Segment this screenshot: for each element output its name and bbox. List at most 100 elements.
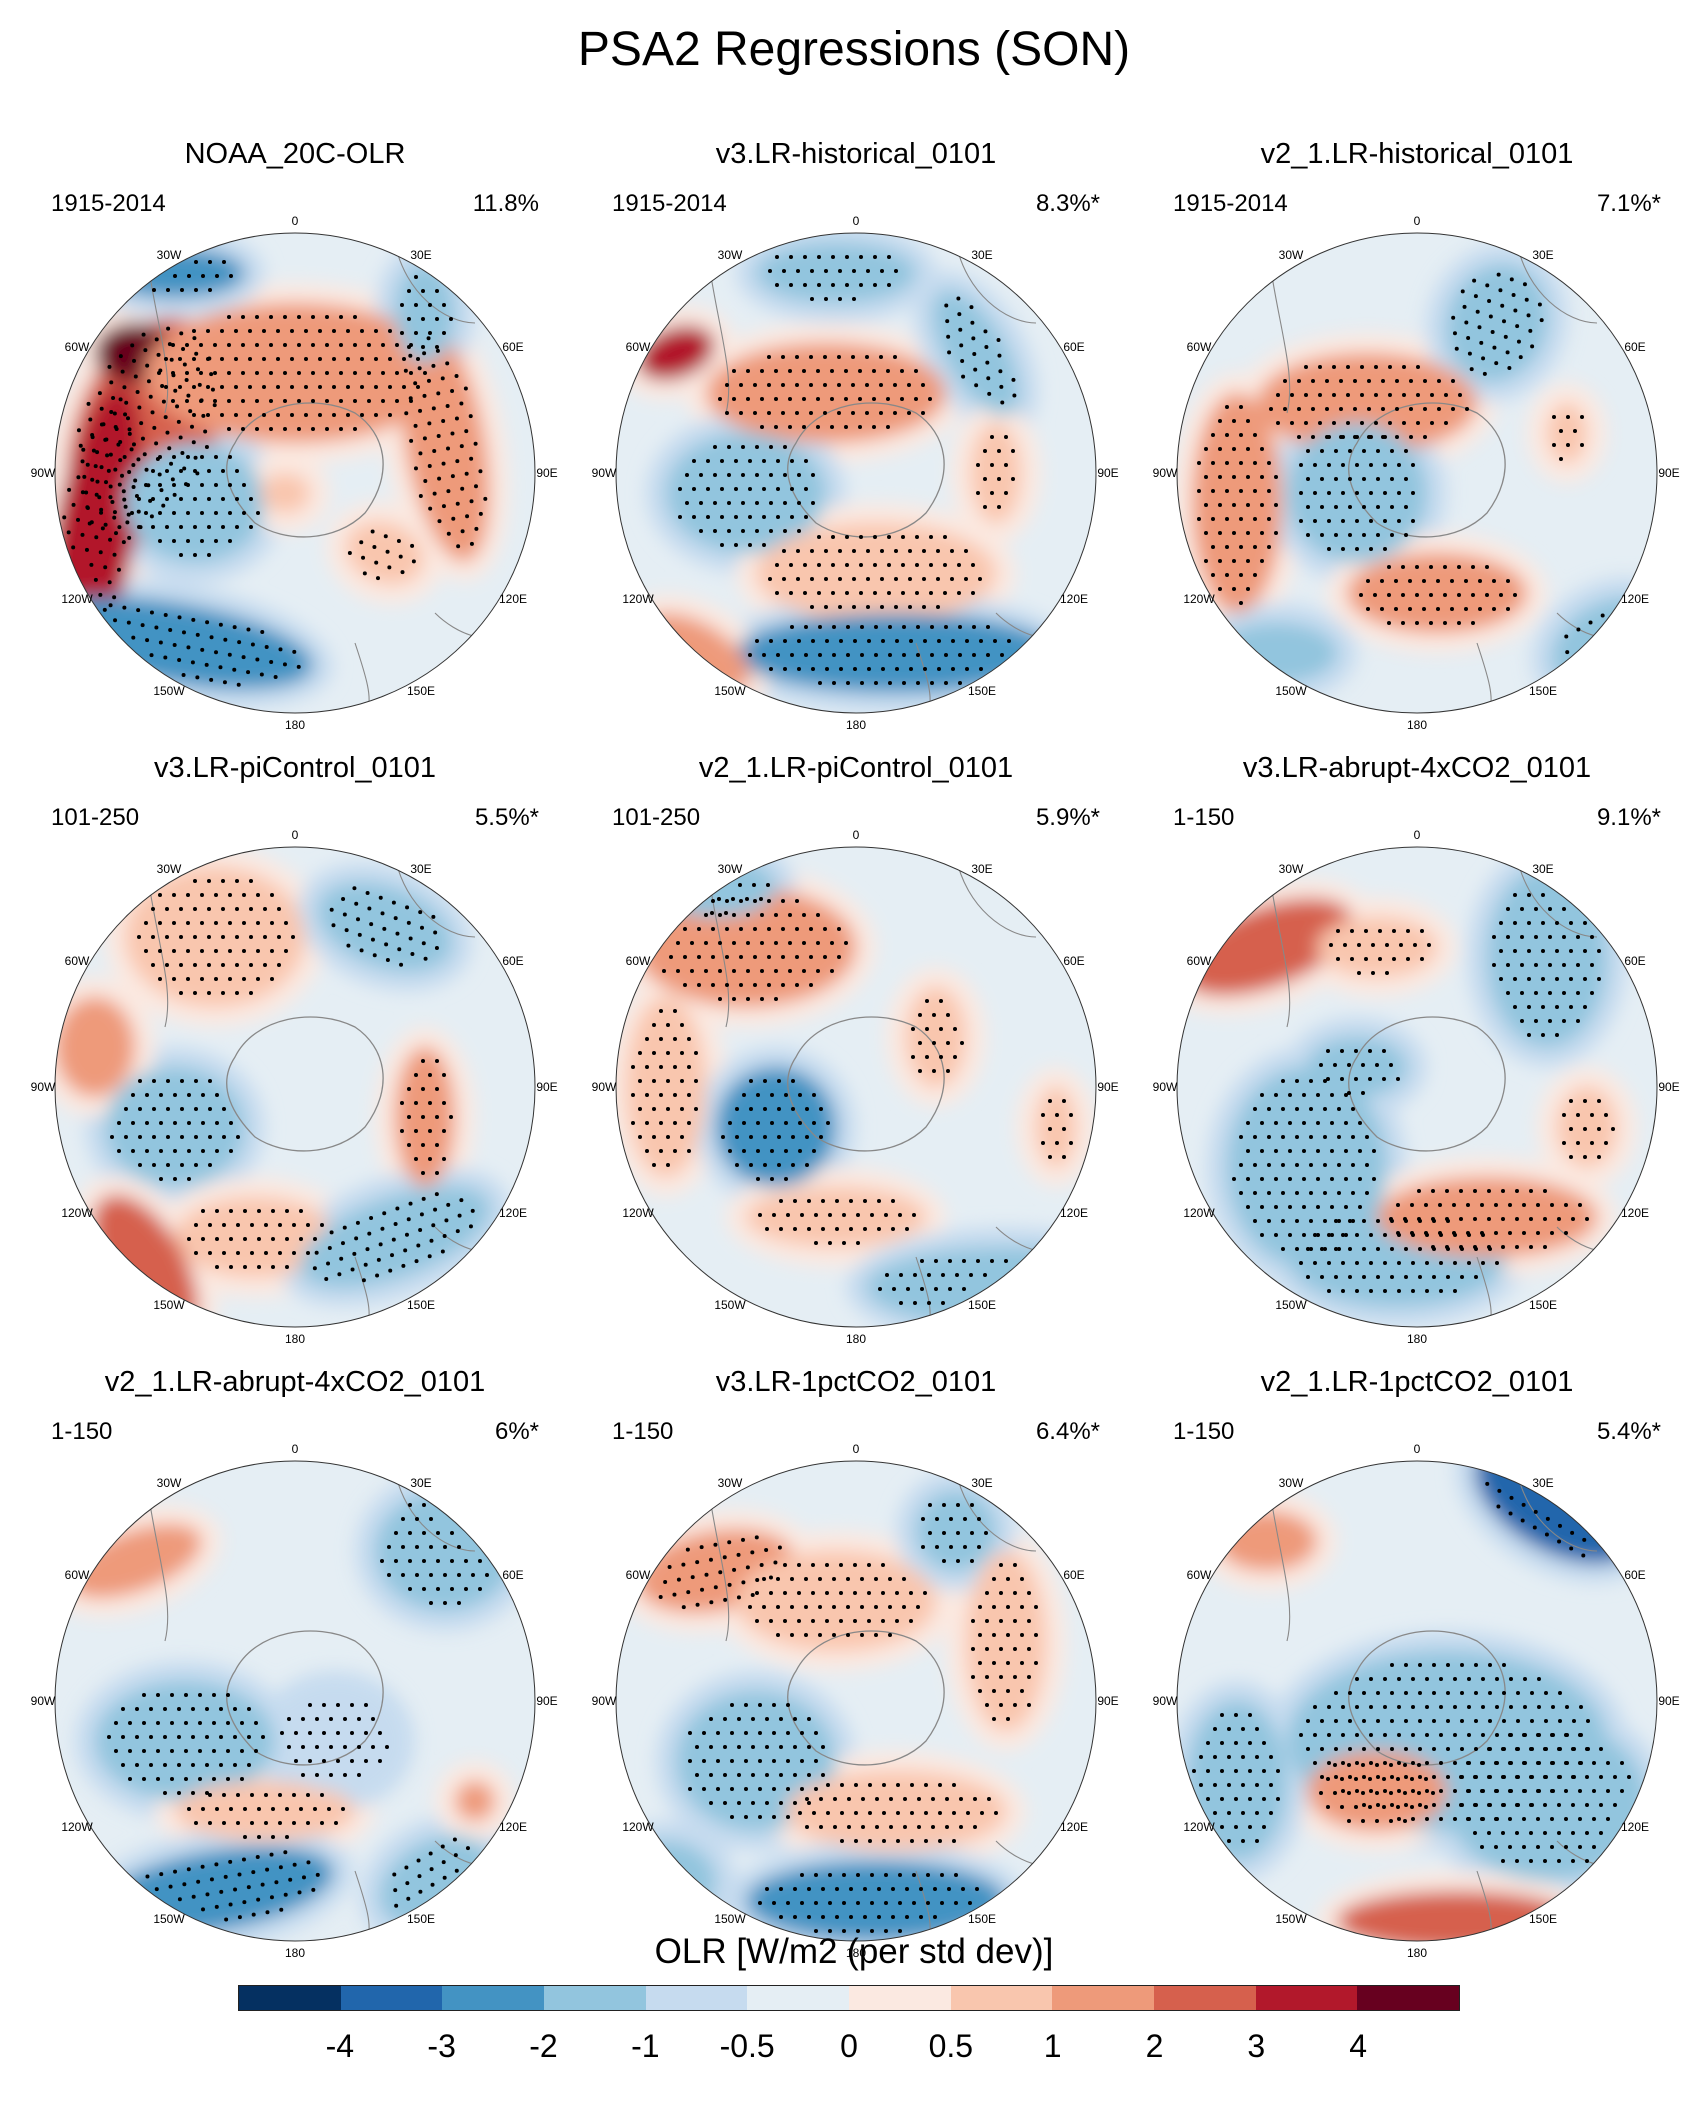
significance-dot xyxy=(1327,463,1331,467)
significance-dot xyxy=(1502,319,1507,324)
significance-dot xyxy=(138,1163,142,1167)
coastline xyxy=(1266,1470,1648,1941)
significance-dot xyxy=(146,379,151,384)
significance-dot xyxy=(468,1224,473,1229)
significance-dot xyxy=(1376,505,1380,509)
significance-dot xyxy=(120,369,125,374)
significance-dot xyxy=(251,1870,256,1875)
significance-dot xyxy=(222,1107,226,1111)
significance-dot xyxy=(1459,1803,1463,1807)
significance-dot xyxy=(117,1149,121,1153)
significance-dot xyxy=(1362,1275,1366,1279)
significance-dot xyxy=(898,1929,902,1933)
variance-percent: 7.1%* xyxy=(1596,190,1661,217)
significance-dot xyxy=(1558,1719,1562,1723)
significance-dot xyxy=(797,473,801,477)
significance-dot xyxy=(290,413,294,417)
significance-dot xyxy=(234,385,238,389)
significance-dot xyxy=(1394,607,1398,611)
significance-dot xyxy=(952,1811,956,1815)
significance-dot xyxy=(257,1237,261,1241)
significance-dot xyxy=(791,1107,795,1111)
significance-dot xyxy=(1501,1747,1505,1751)
longitude-label: 60W xyxy=(626,1568,651,1582)
significance-dot xyxy=(284,949,288,953)
significance-dot xyxy=(1569,977,1573,981)
significance-dot xyxy=(718,941,722,945)
significance-dot xyxy=(408,1559,412,1563)
significance-dot xyxy=(405,1881,410,1886)
significance-dot xyxy=(118,439,123,444)
significance-dot xyxy=(1529,1775,1533,1779)
significance-dot xyxy=(1351,1163,1355,1167)
significance-dot xyxy=(718,1570,723,1575)
significance-dot xyxy=(978,1689,982,1693)
significance-dot xyxy=(1477,325,1482,330)
significance-dot xyxy=(109,380,114,385)
significance-dot xyxy=(1572,1719,1576,1723)
significance-dot xyxy=(311,343,315,347)
significance-dot xyxy=(325,427,329,431)
significance-dot xyxy=(1309,1219,1313,1223)
significance-dot xyxy=(204,445,209,450)
significance-dot xyxy=(444,1218,449,1223)
significance-dot xyxy=(887,283,891,287)
significance-dot xyxy=(205,1735,209,1739)
significance-dot xyxy=(814,1873,818,1877)
significance-dot xyxy=(842,1241,846,1245)
significance-dot xyxy=(676,969,680,973)
significance-dot xyxy=(734,487,738,491)
significance-dot xyxy=(899,1273,903,1277)
longitude-label: 150W xyxy=(1275,1912,1307,1926)
longitude-label: 180 xyxy=(285,718,305,732)
significance-dot xyxy=(873,255,877,259)
significance-dot xyxy=(901,563,905,567)
significance-dot xyxy=(1573,429,1577,433)
significance-dot xyxy=(772,1703,776,1707)
significance-dot xyxy=(941,1301,945,1305)
significance-dot xyxy=(828,1873,832,1877)
significance-dot xyxy=(736,1595,741,1600)
significance-dot xyxy=(802,425,806,429)
significance-dot xyxy=(888,1577,892,1581)
significance-dot xyxy=(875,1825,879,1829)
significance-dot xyxy=(1592,1761,1596,1765)
significance-dot xyxy=(1302,1233,1306,1237)
significance-dot xyxy=(1034,1633,1038,1637)
significance-dot xyxy=(1420,957,1424,961)
significance-dot xyxy=(1385,971,1389,975)
significance-dot xyxy=(336,1731,340,1735)
significance-dot xyxy=(725,383,729,387)
significance-dot xyxy=(1503,334,1508,339)
significance-dot xyxy=(180,1163,184,1167)
significance-dot xyxy=(283,315,287,319)
longitude-label: 30E xyxy=(1532,1476,1553,1490)
significance-dot xyxy=(962,1259,966,1263)
significance-dot xyxy=(163,612,168,617)
significance-dot xyxy=(1390,1275,1394,1279)
significance-dot xyxy=(924,1783,928,1787)
significance-dot xyxy=(1385,943,1389,947)
coastline xyxy=(705,856,1087,1327)
longitude-label: 90W xyxy=(31,1080,56,1094)
significance-dot xyxy=(736,1552,741,1557)
significance-dot xyxy=(921,411,925,415)
significance-dot xyxy=(831,255,835,259)
significance-dot xyxy=(1055,1141,1059,1145)
significance-dot xyxy=(269,659,274,664)
significance-dot xyxy=(739,411,743,415)
significance-dot xyxy=(1000,400,1005,405)
significance-dot xyxy=(1383,435,1387,439)
significance-dot xyxy=(1204,447,1208,451)
significance-dot xyxy=(1239,545,1243,549)
significance-dot xyxy=(1225,405,1229,409)
significance-dot xyxy=(791,1079,795,1083)
significance-dot xyxy=(198,1721,202,1725)
significance-dot xyxy=(877,1227,881,1231)
longitude-label: 120W xyxy=(1183,1206,1215,1220)
significance-dot xyxy=(894,605,898,609)
significance-dot xyxy=(285,1807,289,1811)
longitude-label: 150W xyxy=(714,1912,746,1926)
significance-dot xyxy=(159,1872,164,1877)
significance-dot xyxy=(783,1619,787,1623)
